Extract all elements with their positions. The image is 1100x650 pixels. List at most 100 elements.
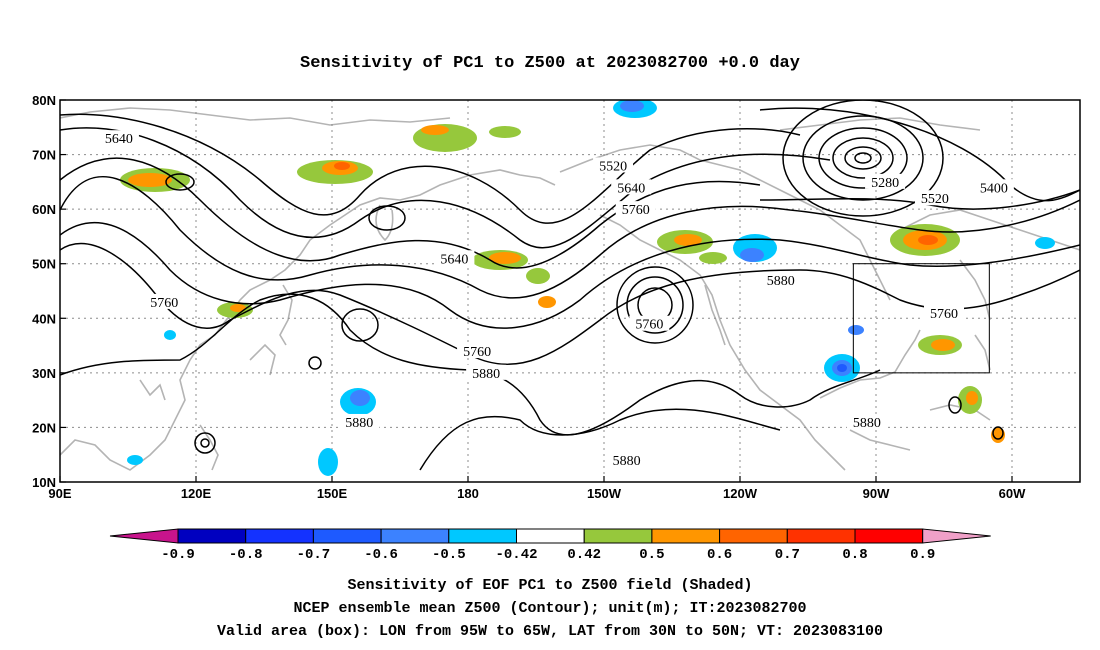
negative-region <box>127 237 1055 465</box>
contour-label-bg <box>593 157 634 173</box>
contour-label-text: 5880 <box>345 416 373 431</box>
contour-label-bg <box>339 413 380 429</box>
colorbar-label: -0.7 <box>297 547 331 563</box>
positive-region <box>120 168 190 192</box>
valid-area-box <box>852 263 990 374</box>
contour-label-text: 5880 <box>472 367 500 382</box>
colorbar-label: -0.5 <box>432 547 466 563</box>
colorbar-label: 0.9 <box>910 547 935 563</box>
figure-title: Sensitivity of PC1 to Z500 at 2023082700… <box>300 54 800 73</box>
contour-label-text: 5520 <box>921 192 949 207</box>
lat-tick-label: 40N <box>32 311 56 326</box>
positive-region <box>472 250 556 308</box>
contour-label-text: 5760 <box>635 318 663 333</box>
colorbar-label: 0.8 <box>842 547 867 563</box>
colorbar-swatch <box>245 528 314 544</box>
map-frame <box>59 99 1081 483</box>
lat-tick-label: 60N <box>32 202 56 217</box>
contour-label-bg <box>457 343 498 359</box>
caption-line-2: NCEP ensemble mean Z500 (Contour); unit(… <box>293 600 806 617</box>
map-panel: 5640 5640 5760 5760 5880 5880 5520 5640 5760 5760… <box>32 93 1081 501</box>
colorbar-extend-high <box>922 528 991 544</box>
colorbar-swatch <box>448 528 517 544</box>
contour-label-bg <box>924 304 964 320</box>
positive-region <box>413 124 521 152</box>
colorbar-label: -0.6 <box>364 547 398 563</box>
colorbar-label: 0.5 <box>639 547 664 563</box>
lat-tick-label: 30N <box>32 366 56 381</box>
negative-region <box>318 388 376 476</box>
lon-tick-label: 60W <box>999 486 1026 501</box>
lon-tick-label: 120E <box>181 486 212 501</box>
contour-label: 5640 <box>611 179 652 196</box>
contour-label-text: 5760 <box>930 307 958 322</box>
positive-region <box>958 386 1005 443</box>
lat-tick-label: 80N <box>32 93 56 108</box>
positive-region <box>657 230 727 264</box>
colorbar-swatch <box>177 528 247 544</box>
lon-tick-label: 150E <box>317 486 348 501</box>
colorbar-label: 0.42 <box>567 547 601 563</box>
contour-label-bg <box>865 173 906 189</box>
contour-label-bg <box>760 272 801 288</box>
colorbar-label: -0.8 <box>229 547 263 563</box>
contour-label-bg <box>466 364 507 380</box>
contour-label-text: 5760 <box>463 345 491 360</box>
contour-label-bg <box>615 201 656 217</box>
caption-line-3: Valid area (box): LON from 95W to 65W, L… <box>217 623 883 640</box>
contour-label: 5640 <box>98 130 139 147</box>
contour-label: 5880 <box>466 364 507 382</box>
axis-ticks: 90E 120E 150E 180 150W 120W 90W 60W 80N 70N 60N 50N… <box>32 93 1026 501</box>
contour-labels: 5640 5640 5760 5760 5880 5880 5520 5640 5760 5760… <box>98 130 1014 469</box>
caption-block: Sensitivity of EOF PC1 to Z500 field (Sh… <box>217 577 883 640</box>
contour-label: 5520 <box>914 190 955 207</box>
contour-label: 5760 <box>629 315 670 333</box>
negative-region <box>824 325 864 382</box>
contour-label-bg <box>629 315 670 331</box>
colorbar-swatch <box>719 528 788 544</box>
colorbar-swatch <box>651 528 721 544</box>
colorbar-swatch <box>786 528 856 544</box>
contour-label: 5760 <box>457 343 498 360</box>
contour-label: 5880 <box>606 452 647 469</box>
lat-tick-label: 20N <box>32 420 56 435</box>
contour-label: 5880 <box>846 413 887 431</box>
lat-tick-label: 10N <box>32 475 56 490</box>
contour-label: 5880 <box>760 272 801 289</box>
contour-label-text: 5880 <box>767 274 795 289</box>
contour-label-bg <box>611 179 652 195</box>
contour-label: 5640 <box>434 250 475 267</box>
contour-label: 5760 <box>615 201 656 218</box>
graticule <box>60 100 1080 482</box>
colorbar-label: 0.7 <box>775 547 800 563</box>
contour-label: 5280 <box>865 173 906 191</box>
map-background <box>60 100 1080 482</box>
positive-region <box>918 335 962 355</box>
lat-tick-label: 50N <box>32 257 56 272</box>
lon-tick-label: 180 <box>457 486 479 501</box>
contour-label-text: 5760 <box>150 296 178 311</box>
lat-tick-label: 70N <box>32 148 56 163</box>
contour-label-text: 5400 <box>980 181 1008 196</box>
contour-label-text: 5640 <box>440 252 468 267</box>
sensitivity-shading <box>120 100 1055 476</box>
colorbar-swatch <box>854 528 924 544</box>
positive-region <box>297 160 373 184</box>
contour-label-text: 5640 <box>617 181 645 196</box>
contour-label: 5400 <box>973 179 1014 196</box>
colorbar-label: -0.42 <box>495 547 537 563</box>
contour-label-bg <box>434 250 475 266</box>
contour-label-text: 5880 <box>853 416 881 431</box>
colorbar-swatch <box>516 528 585 544</box>
lon-tick-label: 90E <box>48 486 71 501</box>
contour-label-text: 5880 <box>613 454 641 469</box>
colorbar-swatch <box>312 528 382 544</box>
contour-label-bg <box>606 452 647 468</box>
colorbar-swatch <box>380 528 450 544</box>
colorbar-swatch <box>583 528 653 544</box>
contour-label-text: 5280 <box>871 176 899 191</box>
positive-region <box>890 224 960 256</box>
lon-tick-label: 90W <box>863 486 890 501</box>
lon-tick-label: 120W <box>723 486 758 501</box>
